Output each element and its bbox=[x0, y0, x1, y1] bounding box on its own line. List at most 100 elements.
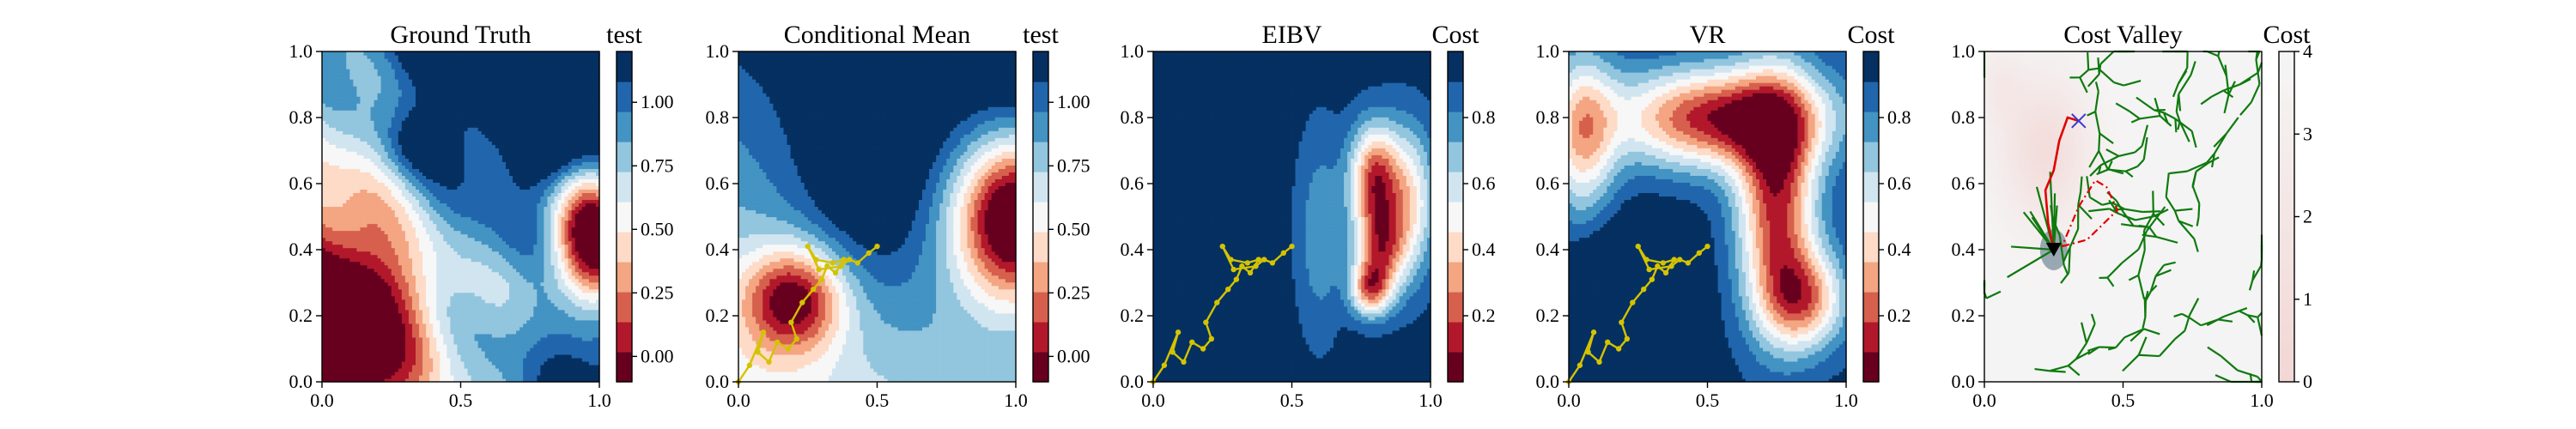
heatmap-cell bbox=[457, 168, 462, 172]
heatmap-cell bbox=[343, 55, 347, 59]
heatmap-cell bbox=[353, 312, 357, 317]
heatmap-cell bbox=[491, 343, 496, 348]
heatmap-cell bbox=[433, 161, 437, 166]
heatmap-cell bbox=[419, 216, 423, 221]
heatmap-cell bbox=[422, 319, 427, 324]
heatmap-cell bbox=[411, 251, 416, 256]
heatmap-cell bbox=[380, 89, 386, 94]
heatmap-cell bbox=[484, 216, 489, 221]
heatmap-cell bbox=[349, 124, 354, 128]
heatmap-cell bbox=[457, 199, 462, 204]
heatmap-cell bbox=[498, 175, 503, 179]
heatmap-cell bbox=[498, 134, 503, 138]
heatmap-cell bbox=[377, 206, 382, 211]
heatmap-cell bbox=[429, 178, 434, 183]
heatmap-cell bbox=[411, 240, 416, 245]
heatmap-cell bbox=[374, 158, 379, 162]
heatmap-cell bbox=[343, 137, 347, 142]
heatmap-cell bbox=[343, 309, 347, 314]
heatmap-cell bbox=[360, 168, 365, 172]
heatmap-cell bbox=[491, 374, 496, 379]
heatmap-cell bbox=[363, 292, 368, 297]
heatmap-cell bbox=[325, 357, 330, 362]
heatmap-cell bbox=[343, 130, 347, 135]
heatmap-cell bbox=[325, 206, 330, 211]
heatmap-cell bbox=[374, 264, 379, 269]
heatmap-cell bbox=[353, 329, 357, 335]
heatmap-cell bbox=[394, 281, 399, 287]
heatmap-cell bbox=[411, 189, 416, 194]
heatmap-cell bbox=[488, 227, 493, 232]
heatmap-cell bbox=[450, 58, 455, 63]
heatmap-cell bbox=[367, 93, 372, 97]
heatmap-cell bbox=[488, 100, 493, 104]
heatmap-cell bbox=[336, 62, 340, 66]
heatmap-cell bbox=[360, 175, 365, 179]
heatmap-cell bbox=[440, 285, 444, 290]
heatmap-cell bbox=[343, 216, 347, 221]
heatmap-cell bbox=[484, 364, 489, 369]
heatmap-cell bbox=[433, 281, 437, 287]
heatmap-cell bbox=[363, 261, 368, 266]
heatmap-cell bbox=[426, 96, 430, 100]
heatmap-cell bbox=[443, 137, 447, 142]
heatmap-cell bbox=[349, 168, 354, 172]
heatmap-cell bbox=[481, 182, 486, 187]
heatmap-cell bbox=[481, 268, 486, 273]
heatmap-cell bbox=[477, 360, 483, 366]
heatmap-cell bbox=[370, 292, 375, 297]
heatmap-cell bbox=[422, 192, 427, 197]
heatmap-cell bbox=[353, 209, 357, 214]
heatmap-cell bbox=[339, 178, 343, 183]
heatmap-cell bbox=[404, 65, 410, 69]
heatmap-cell bbox=[464, 144, 469, 148]
heatmap-cell bbox=[408, 124, 413, 128]
heatmap-cell bbox=[484, 72, 489, 76]
heatmap-cell bbox=[384, 316, 389, 321]
heatmap-cell bbox=[360, 96, 365, 100]
heatmap-cell bbox=[336, 113, 340, 118]
heatmap-cell bbox=[464, 161, 469, 166]
heatmap-cell bbox=[498, 299, 503, 304]
heatmap-cell bbox=[394, 100, 399, 104]
heatmap-cell bbox=[495, 168, 500, 172]
heatmap-cell bbox=[332, 333, 337, 338]
heatmap-cell bbox=[443, 192, 447, 197]
heatmap-cell bbox=[460, 65, 465, 69]
heatmap-cell bbox=[474, 268, 479, 273]
heatmap-cell bbox=[363, 220, 368, 225]
heatmap-cell bbox=[363, 55, 368, 59]
heatmap-cell bbox=[419, 110, 423, 114]
heatmap-cell bbox=[384, 165, 389, 169]
heatmap-cell bbox=[339, 347, 343, 352]
heatmap-cell bbox=[353, 227, 357, 232]
heatmap-cell bbox=[346, 137, 350, 142]
heatmap-cell bbox=[484, 113, 489, 118]
heatmap-cell bbox=[443, 144, 447, 148]
heatmap-cell bbox=[450, 69, 455, 73]
heatmap-cell bbox=[426, 100, 430, 104]
heatmap-cell bbox=[398, 199, 403, 204]
heatmap-cell bbox=[491, 86, 496, 90]
heatmap-cell bbox=[329, 62, 333, 66]
heatmap-cell bbox=[433, 168, 437, 172]
heatmap-cell bbox=[453, 144, 459, 148]
heatmap-cell bbox=[429, 340, 434, 345]
heatmap-cell bbox=[447, 336, 451, 341]
heatmap-cell bbox=[436, 230, 440, 235]
heatmap-cell bbox=[398, 202, 403, 208]
heatmap-cell bbox=[404, 220, 410, 225]
heatmap-cell bbox=[443, 96, 447, 100]
heatmap-cell bbox=[349, 251, 354, 256]
heatmap-cell bbox=[356, 86, 361, 90]
heatmap-cell bbox=[440, 178, 444, 183]
heatmap-cell bbox=[495, 96, 500, 100]
heatmap-cell bbox=[411, 374, 416, 379]
heatmap-cell bbox=[325, 51, 330, 56]
heatmap-cell bbox=[339, 72, 343, 76]
heatmap-cell bbox=[391, 100, 396, 104]
heatmap-cell bbox=[457, 271, 462, 276]
heatmap-cell bbox=[398, 299, 403, 304]
heatmap-cell bbox=[450, 110, 455, 114]
heatmap-cell bbox=[436, 134, 440, 138]
